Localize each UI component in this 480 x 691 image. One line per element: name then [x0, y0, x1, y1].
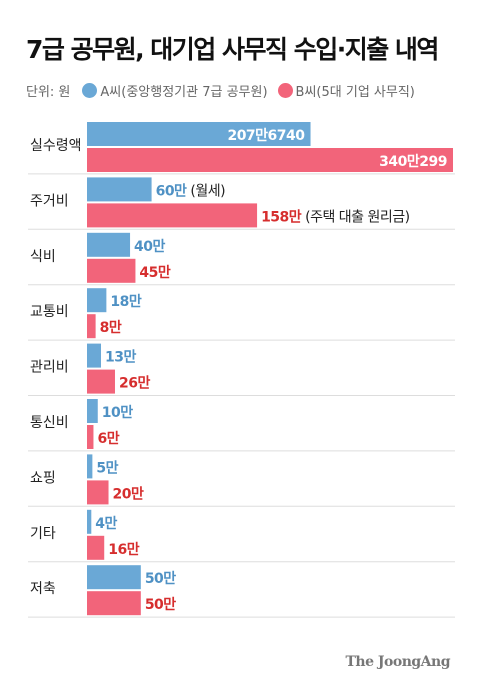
category-label: 저축 [30, 581, 56, 597]
data-label-a: 13만 [105, 350, 136, 366]
bar-b [87, 480, 109, 505]
bar-a [87, 232, 131, 257]
bar-b [87, 369, 115, 394]
data-label-a: 18만 [110, 294, 141, 310]
bar-b [87, 148, 453, 172]
category-label: 쇼핑 [30, 470, 56, 486]
chart-title: 7급 공무원, 대기업 사무직 수입·지출 내역 [26, 35, 439, 64]
bar-b [87, 258, 136, 283]
data-label-a: 4만 [95, 516, 117, 532]
data-note-b: (주택 대출 원리금) [301, 209, 409, 225]
legend: 단위: 원 A씨(중앙행정기관 7급 공무원) B씨(5대 기업 사무직) [26, 81, 415, 100]
data-label-b: 20만 [113, 486, 144, 502]
bar-a [87, 399, 98, 423]
legend-swatch-a [82, 83, 98, 98]
data-label-b: 158만 (주택 대출 원리금) [261, 209, 410, 225]
legend-swatch-b [277, 83, 293, 98]
data-label-b: 45만 [139, 265, 170, 281]
data-label-b: 26만 [119, 376, 150, 392]
bar-a [87, 565, 141, 590]
legend-label-a: A씨(중앙행정기관 7급 공무원) [100, 85, 268, 100]
bar-a [87, 122, 311, 146]
bar-b [87, 535, 105, 560]
data-label-b: 6만 [97, 431, 119, 447]
unit-label: 단위: 원 [26, 85, 71, 100]
data-label-a: 10만 [102, 405, 133, 421]
bar-a [87, 509, 92, 534]
data-label-b: 340만299 [379, 154, 447, 170]
bar-a [87, 454, 93, 479]
bar-b [87, 591, 141, 616]
bar-b [87, 314, 96, 339]
data-label-a: 5만 [96, 460, 118, 476]
data-label-b: 8만 [100, 320, 122, 336]
category-label: 통신비 [30, 415, 69, 431]
bar-b [87, 203, 258, 228]
data-label-b: 16만 [108, 542, 139, 558]
category-label: 관리비 [30, 360, 69, 376]
data-label-a: 60만 (월세) [156, 183, 226, 199]
bar-a [87, 177, 152, 202]
bar-a [87, 343, 101, 368]
source-credit: The JoongAng [345, 654, 451, 670]
data-label-a: 50만 [145, 571, 176, 587]
category-label: 기타 [30, 526, 56, 542]
category-label: 주거비 [30, 193, 69, 209]
data-label-a: 40만 [134, 239, 165, 255]
category-label: 교통비 [30, 304, 69, 320]
data-label-a: 207만6740 [227, 128, 305, 144]
category-label: 식비 [30, 249, 56, 265]
bar-b [87, 425, 94, 449]
category-label: 실수령액 [30, 138, 82, 154]
data-note-a: (월세) [186, 183, 225, 199]
data-label-b: 50만 [145, 597, 176, 613]
bar-a [87, 288, 107, 313]
legend-label-b: B씨(5대 기업 사무직) [295, 85, 415, 100]
